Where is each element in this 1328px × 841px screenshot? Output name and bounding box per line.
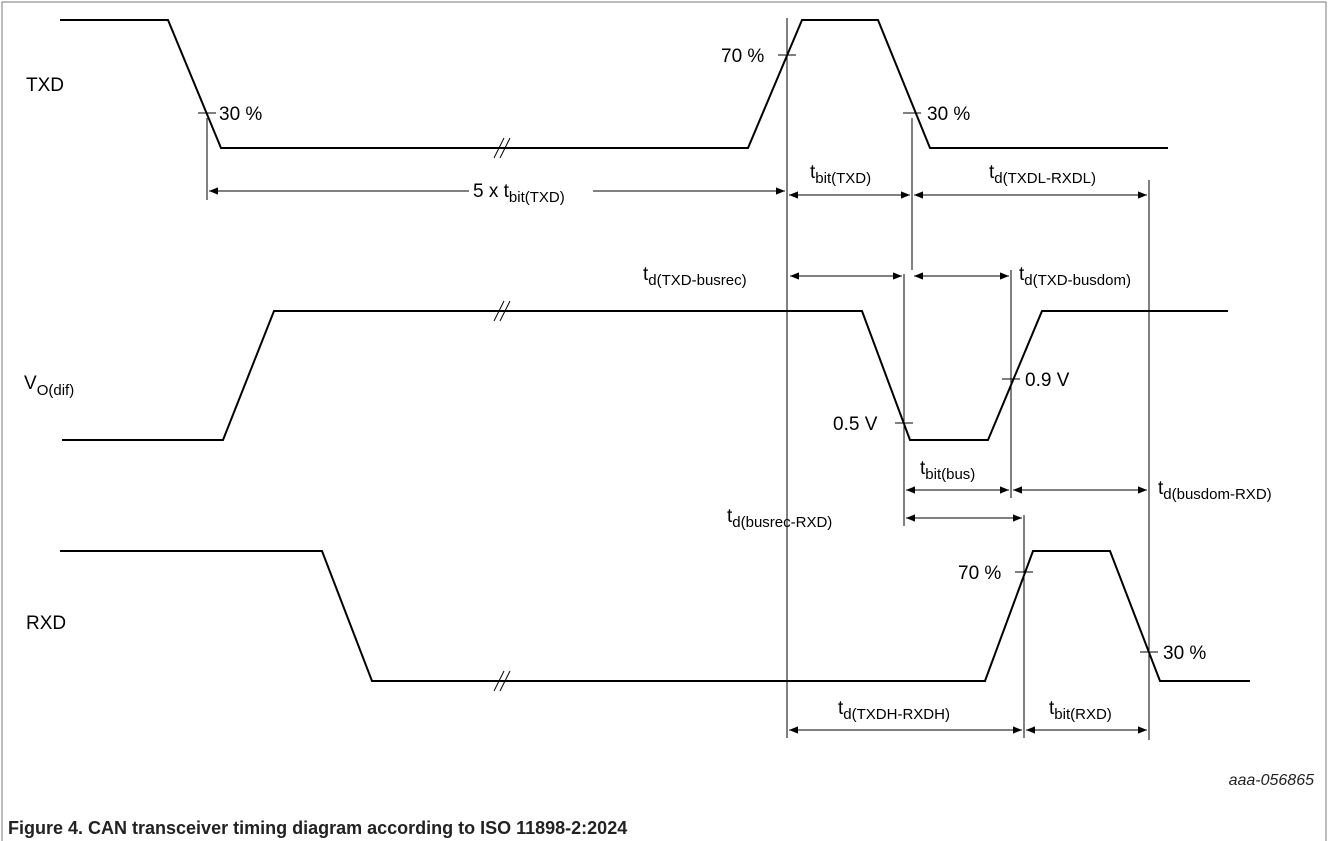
label-vodif: VO(dif)	[24, 373, 74, 399]
rxd-signal	[60, 550, 1250, 692]
timing-td-busrec-rxd: td(busrec-RXD)	[727, 506, 832, 531]
timing-td-txdh-rxdh: td(TXDH-RXDH)	[838, 698, 950, 723]
timing-td-busdom-rxd: td(busdom-RXD)	[1158, 478, 1272, 503]
figure-code: aaa-056865	[1229, 772, 1315, 789]
threshold-txd-30a: 30 %	[219, 104, 262, 125]
threshold-rxd-70: 70 %	[958, 563, 1001, 584]
threshold-rxd-30: 30 %	[1163, 643, 1206, 664]
timing-td-txdl-rxdl: td(TXDL-RXDL)	[989, 162, 1096, 187]
timing-tbit-bus: tbit(bus)	[920, 458, 975, 483]
timing-td-txd-busrec: td(TXD-busrec)	[643, 264, 747, 289]
threshold-bus-05: 0.5 V	[833, 414, 878, 435]
timing-5tbit-txd: 5 x tbit(TXD)	[473, 181, 565, 206]
timing-tbit-rxd: tbit(RXD)	[1049, 698, 1112, 723]
figure-caption: Figure 4. CAN transceiver timing diagram…	[8, 818, 627, 838]
txd-signal	[60, 19, 1168, 159]
timing-td-txd-busdom: td(TXD-busdom)	[1019, 264, 1131, 289]
dimension-arrows	[209, 187, 1147, 734]
threshold-txd-30b: 30 %	[927, 104, 970, 125]
threshold-bus-09: 0.9 V	[1025, 370, 1070, 391]
label-rxd: RXD	[26, 613, 66, 634]
label-txd: TXD	[26, 75, 64, 96]
timing-tbit-txd: tbit(TXD)	[810, 162, 871, 187]
vodif-signal	[62, 300, 1228, 441]
threshold-txd-70: 70 %	[721, 46, 764, 67]
